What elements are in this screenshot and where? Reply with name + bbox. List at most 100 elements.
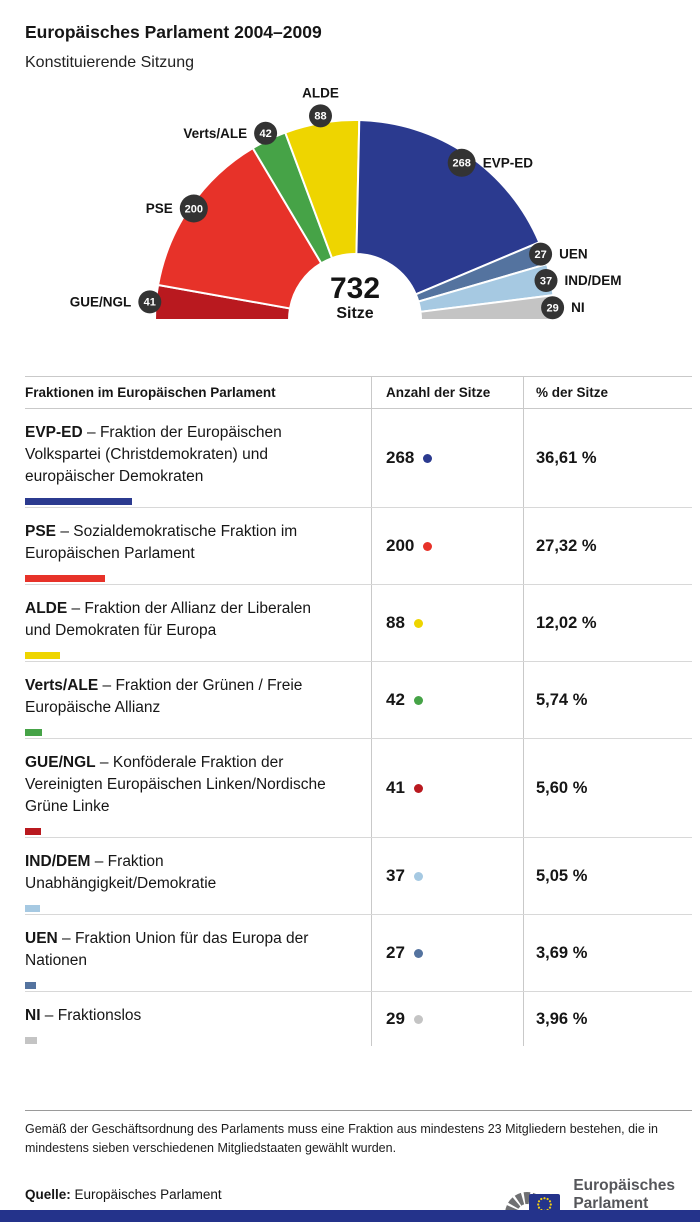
seats-value: 200 [386,536,415,555]
ep-logo-text: Europäisches Parlament [573,1177,675,1213]
ep-logo-mark-icon [505,1191,561,1215]
fraction-cell: EVP-ED – Fraktion der Europäischen Volks… [25,409,371,507]
fraction-description: Verts/ALE – Fraktion der Grünen / Freie … [25,677,303,716]
fraction-cell: Verts/ALE – Fraktion der Grünen / Freie … [25,662,371,738]
percent-cell: 5,05 % [523,838,692,914]
eu-flag-star [546,1197,550,1200]
table-body: EVP-ED – Fraktion der Europäischen Volks… [25,409,692,1046]
color-dot-icon [423,453,433,463]
seat-bar [25,982,36,989]
eu-flag-star [538,1206,541,1209]
total-seats-value: 732 [330,272,380,305]
table-header-row: Fraktionen im Europäischen Parlament Anz… [25,376,692,409]
seat-bar [25,1037,37,1044]
seat-bar [25,905,40,912]
hemicycle-chart: 41 GUE/NGL 200 PSE 42 Verts/ALE 88 ALDE 268 EVP-E… [70,85,622,322]
percent-cell: 5,74 % [523,662,692,738]
segment-label-GUE/NGL: GUE/NGL [70,294,132,309]
seat-bar [25,498,132,505]
fraction-description: GUE/NGL – Konföderale Fraktion der Verei… [25,754,326,815]
seat-badge-ALDE [309,104,332,128]
table-row: IND/DEM – Fraktion Unabhängigkeit/Demokr… [25,838,692,915]
seat-badge-value-ALDE: 88 [314,111,326,123]
seat-badge-value-NI: 29 [546,303,558,315]
source-line: Quelle: Europäisches Parlament [25,1187,222,1202]
table-row: GUE/NGL – Konföderale Fraktion der Verei… [25,739,692,838]
ep-logo-line1: Europäisches [573,1176,675,1194]
segment-label-ALDE: ALDE [302,85,339,100]
seat-bar [25,729,42,736]
logo-hemicycle-bar [508,1196,521,1209]
seats-value: 268 [386,448,415,467]
segment-label-EVP-ED: EVP-ED [483,155,534,170]
table-header-seats: Anzahl der Sitze [371,377,523,408]
percent-cell: 3,96 % [523,992,692,1046]
seat-badge-value-IND/DEM: 37 [540,275,552,287]
table-header-fractions: Fraktionen im Europäischen Parlament [25,385,276,400]
seat-badge-value-Verts/ALE: 42 [259,128,271,140]
fraction-description: NI – Fraktionslos [25,1007,142,1024]
total-seats-label: Sitze [336,305,373,322]
seat-badge-value-GUE/NGL: 41 [144,297,156,309]
table-row: Verts/ALE – Fraktion der Grünen / Freie … [25,662,692,739]
seats-cell: 268 [371,409,523,507]
seats-cell: 88 [371,585,523,661]
eu-flag-star [543,1196,546,1199]
fraction-cell: ALDE – Fraktion der Allianz der Liberale… [25,585,371,661]
seat-badge-NI [541,296,565,320]
fraction-description: EVP-ED – Fraktion der Europäischen Volks… [25,424,282,485]
percent-cell: 36,61 % [523,409,692,507]
fraction-cell: PSE – Sozialdemokratische Fraktion im Eu… [25,508,371,584]
seats-cell: 42 [371,662,523,738]
eu-flag-star [549,1206,552,1209]
color-dot-icon [413,1014,423,1024]
logo-hemicycle-bar [515,1192,525,1206]
logo-hemicycle-bar [523,1191,531,1204]
segment-label-NI: NI [571,300,585,315]
ep-logo: Europäisches Parlament [504,1174,675,1216]
footnote-text: Gemäß der Geschäftsordnung des Parlament… [25,1110,692,1158]
eu-flag-icon [529,1193,561,1215]
segment-label-PSE: PSE [146,201,173,216]
color-dot-icon [413,871,423,881]
segment-label-Verts/ALE: Verts/ALE [183,126,247,141]
segment-label-UEN: UEN [559,247,588,262]
seat-badge-PSE [179,194,208,223]
seat-bar [25,575,105,582]
table-header-percent: % der Sitze [523,377,692,408]
fraction-description: UEN – Fraktion Union für das Europa der … [25,930,309,969]
seat-badge-IND/DEM [534,269,558,292]
fraction-description: IND/DEM – Fraktion Unabhängigkeit/Demokr… [25,853,217,892]
fraction-description: PSE – Sozialdemokratische Fraktion im Eu… [25,523,298,562]
percent-cell: 12,02 % [523,585,692,661]
seats-cell: 27 [371,915,523,991]
fraction-cell: NI – Fraktionslos [25,992,371,1046]
seats-value: 29 [386,1009,405,1028]
seats-cell: 200 [371,508,523,584]
fraction-description: ALDE – Fraktion der Allianz der Liberale… [25,600,312,639]
seats-table: Fraktionen im Europäischen Parlament Anz… [25,376,692,1046]
seat-badge-value-EVP-ED: 268 [453,158,471,170]
percent-cell: 5,60 % [523,739,692,837]
seat-badge-Verts/ALE [254,121,278,145]
eu-flag-star [537,1202,540,1206]
seats-value: 42 [386,690,405,709]
eu-flag-star [538,1199,541,1202]
eu-flag-star [540,1197,543,1200]
source-label: Quelle: [25,1187,71,1202]
source-text: Europäisches Parlament [74,1187,222,1202]
color-dot-icon [413,948,423,958]
seats-cell: 41 [371,739,523,837]
seat-badge-value-UEN: 27 [534,249,546,261]
percent-cell: 27,32 % [523,508,692,584]
percent-cell: 3,69 % [523,915,692,991]
seats-value: 41 [386,778,405,797]
seats-cell: 37 [371,838,523,914]
seat-badge-EVP-ED [447,148,476,177]
page-title: Europäisches Parlament 2004–2009 [25,22,322,42]
table-row: ALDE – Fraktion der Allianz der Liberale… [25,585,692,662]
seats-cell: 29 [371,992,523,1046]
segment-EVP-ED [355,119,541,296]
table-row: NI – Fraktionslos 29 3,96 % [25,992,692,1046]
segment-PSE [156,146,323,310]
